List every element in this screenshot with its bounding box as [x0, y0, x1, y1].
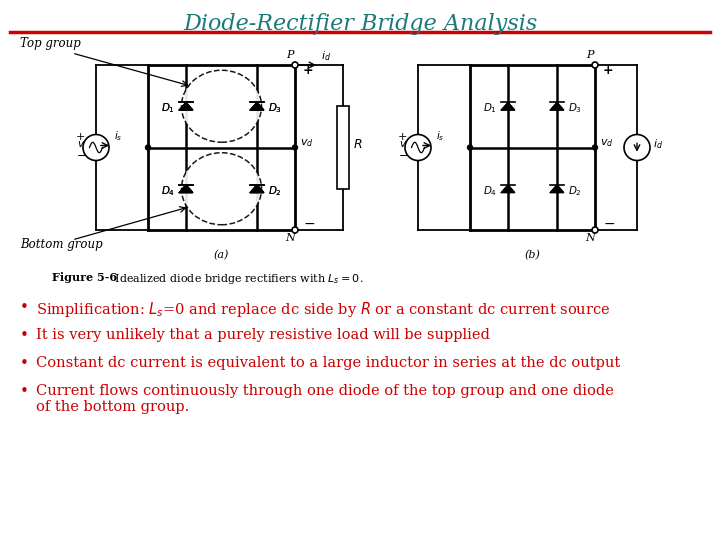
Text: P: P: [586, 50, 593, 60]
Text: P: P: [286, 50, 294, 60]
Text: $D_2$: $D_2$: [268, 184, 282, 198]
Polygon shape: [550, 103, 564, 110]
Text: Simplification: $L_s$=0 and replace dc side by $R$ or a constant dc current sour: Simplification: $L_s$=0 and replace dc s…: [36, 300, 611, 319]
Text: $v_s$: $v_s$: [399, 139, 411, 151]
Text: •: •: [20, 384, 29, 399]
Text: $-$: $-$: [398, 146, 409, 159]
Text: $v_s$: $v_s$: [77, 139, 89, 151]
Text: +: +: [303, 64, 314, 77]
Polygon shape: [501, 185, 515, 193]
Text: •: •: [20, 328, 29, 343]
Text: +: +: [398, 132, 408, 143]
Text: N: N: [285, 233, 294, 243]
Text: $-$: $-$: [303, 216, 315, 230]
Text: •: •: [20, 300, 29, 315]
Text: +: +: [76, 132, 86, 143]
Text: $D_1$: $D_1$: [161, 102, 175, 115]
Text: $D_3$: $D_3$: [268, 102, 282, 115]
Text: (a): (a): [214, 249, 229, 260]
Circle shape: [292, 62, 298, 68]
Polygon shape: [251, 103, 264, 110]
Polygon shape: [179, 103, 193, 110]
Text: $D_3$: $D_3$: [268, 102, 282, 115]
Circle shape: [624, 134, 650, 160]
Text: +: +: [603, 64, 613, 77]
Circle shape: [292, 145, 297, 150]
Text: Idealized diode bridge rectifiers with $L_s = 0$.: Idealized diode bridge rectifiers with $…: [104, 272, 364, 286]
Text: Constant dc current is equivalent to a large inductor in series at the dc output: Constant dc current is equivalent to a l…: [36, 356, 620, 370]
Text: $v_d$: $v_d$: [600, 138, 613, 149]
Polygon shape: [251, 103, 264, 110]
Ellipse shape: [181, 153, 261, 225]
Text: Diode-Rectifier Bridge Analysis: Diode-Rectifier Bridge Analysis: [183, 13, 537, 35]
Text: $-$: $-$: [603, 216, 615, 230]
Ellipse shape: [181, 70, 261, 142]
Polygon shape: [251, 185, 264, 193]
Text: (b): (b): [525, 249, 541, 260]
Polygon shape: [179, 185, 193, 193]
Text: Current flows continuously through one diode of the top group and one diode
of t: Current flows continuously through one d…: [36, 384, 614, 414]
Text: $D_1$: $D_1$: [483, 102, 497, 115]
Text: $i_d$: $i_d$: [321, 49, 331, 63]
Circle shape: [145, 145, 150, 150]
Circle shape: [292, 227, 298, 233]
Circle shape: [593, 145, 598, 150]
Text: $i_d$: $i_d$: [653, 138, 663, 151]
Polygon shape: [501, 103, 515, 110]
Polygon shape: [550, 185, 564, 193]
Text: $D_4$: $D_4$: [483, 184, 497, 198]
Text: $i_s$: $i_s$: [114, 130, 122, 143]
Text: •: •: [20, 356, 29, 371]
Text: $D_2$: $D_2$: [268, 184, 282, 198]
Circle shape: [405, 134, 431, 160]
Text: $i_s$: $i_s$: [436, 130, 444, 143]
Circle shape: [592, 62, 598, 68]
Circle shape: [83, 134, 109, 160]
Text: Figure 5-6: Figure 5-6: [52, 272, 117, 283]
Text: $v_d$: $v_d$: [300, 138, 313, 149]
Text: Bottom group: Bottom group: [20, 238, 103, 251]
Text: $D_4$: $D_4$: [161, 184, 175, 198]
Circle shape: [592, 227, 598, 233]
Circle shape: [467, 145, 472, 150]
Text: $-$: $-$: [76, 146, 86, 159]
Text: Top group: Top group: [20, 37, 81, 50]
Text: $D_3$: $D_3$: [568, 102, 582, 115]
Text: $D_4$: $D_4$: [161, 184, 175, 198]
Text: It is very unlikely that a purely resistive load will be supplied: It is very unlikely that a purely resist…: [36, 328, 490, 342]
Bar: [337, 106, 349, 189]
Text: $D_2$: $D_2$: [568, 184, 582, 198]
Text: $R$: $R$: [353, 138, 362, 151]
Polygon shape: [179, 185, 193, 193]
Polygon shape: [179, 103, 193, 110]
Polygon shape: [251, 185, 264, 193]
Text: $D_1$: $D_1$: [161, 102, 175, 115]
Text: N: N: [585, 233, 595, 243]
